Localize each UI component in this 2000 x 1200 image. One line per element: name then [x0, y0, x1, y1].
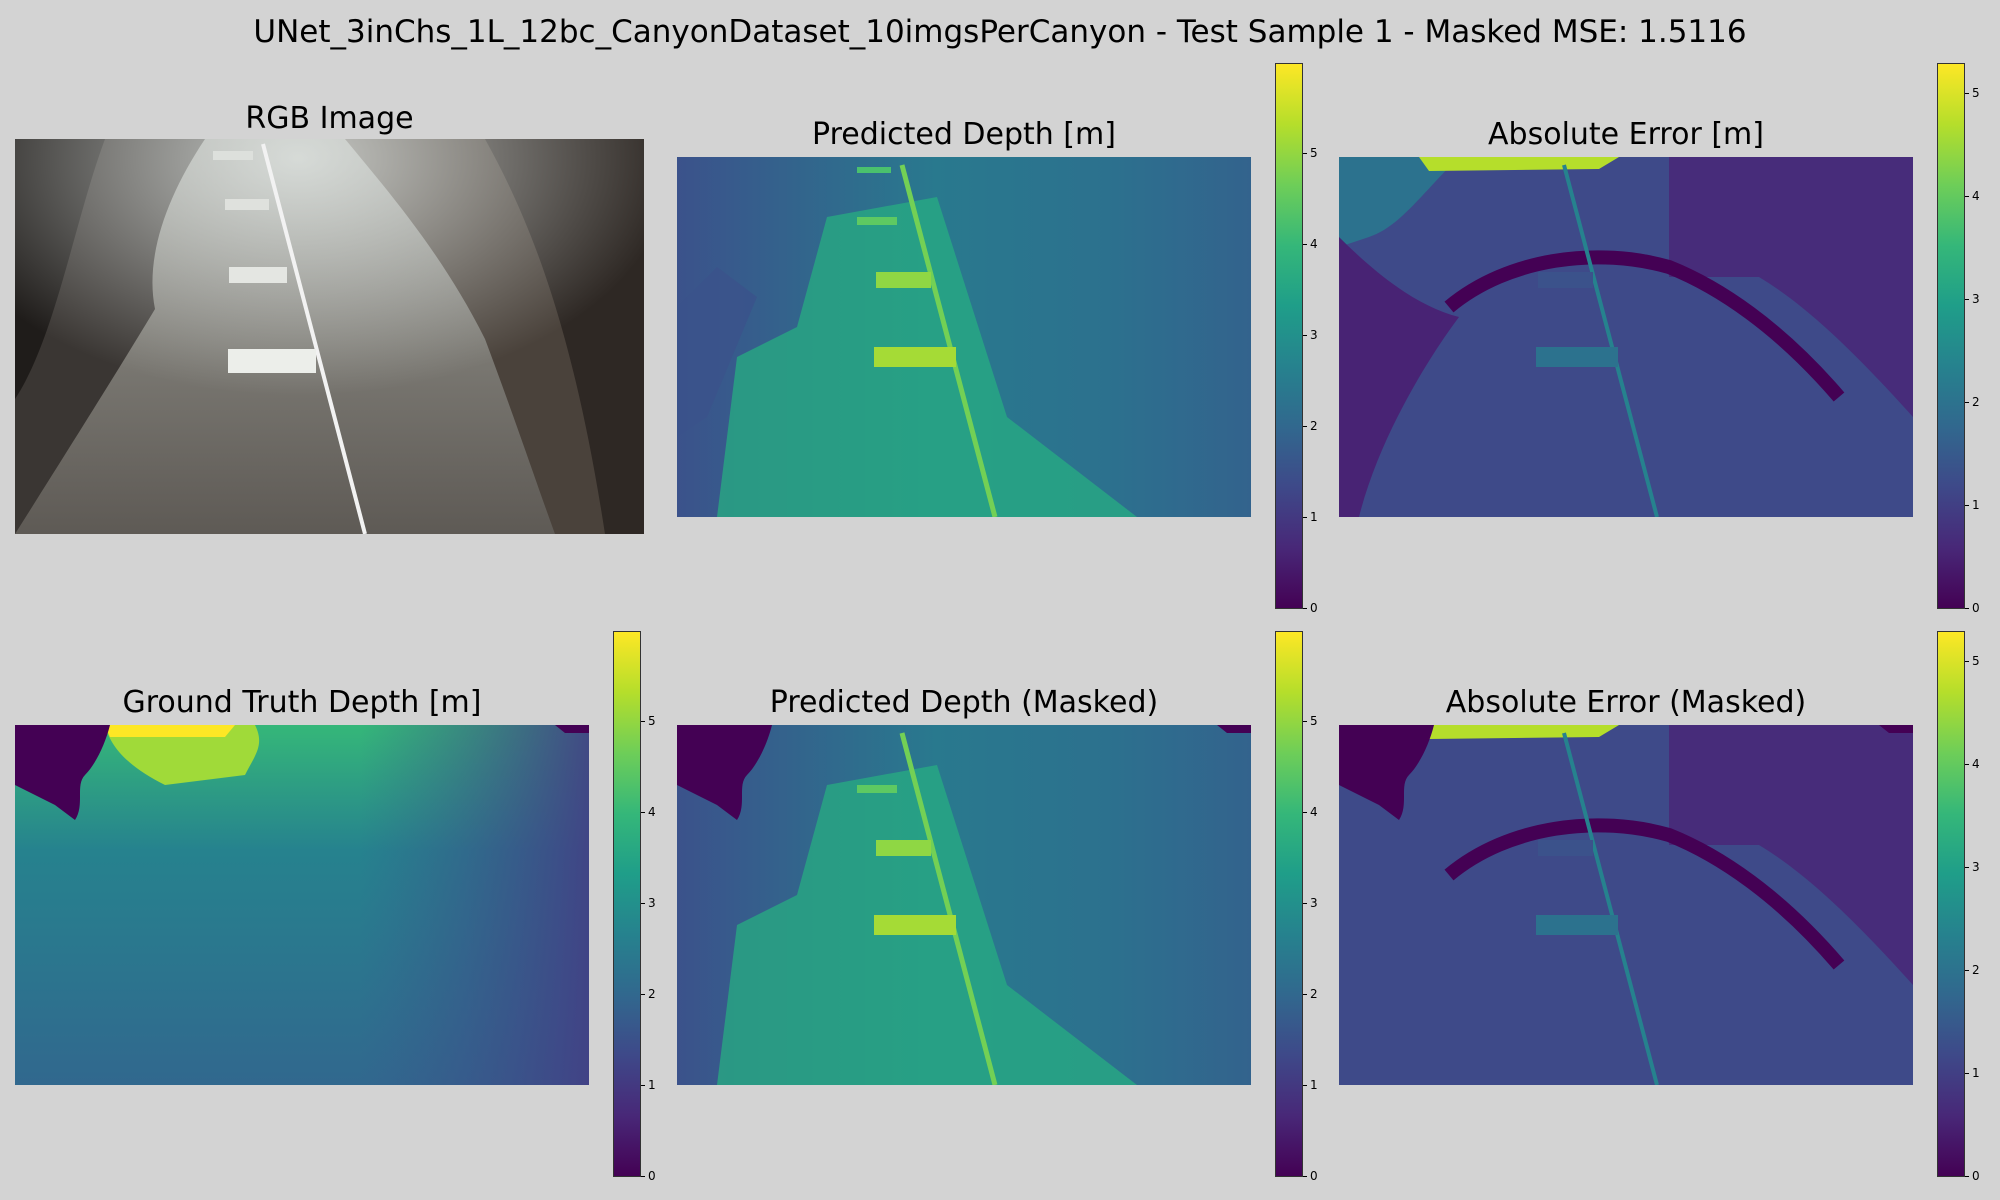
- colorbar-tick-label: 1: [1303, 1078, 1318, 1092]
- colorbar-tick-label: 2: [641, 987, 656, 1001]
- colorbar-tick-label: 3: [1303, 328, 1318, 342]
- colorbar-tick-label: 4: [641, 805, 656, 819]
- colorbar-tick-label: 2: [1303, 419, 1318, 433]
- err-masked-heatmap: [1339, 725, 1913, 1085]
- colorbar-tick-label: 2: [1965, 962, 1980, 977]
- colorbar-tick-label: 2: [1965, 394, 1980, 409]
- err-colorbar: [1937, 63, 1965, 609]
- colorbar-tick-label: 0: [641, 1169, 656, 1183]
- gt-colorbar: [613, 631, 641, 1177]
- colorbar-tick-label: 5: [1965, 653, 1980, 668]
- colorbar-tick-label: 5: [641, 714, 656, 728]
- colorbar-tick-label: 1: [1303, 510, 1318, 524]
- pred-heatmap: [677, 157, 1251, 517]
- colorbar-tick-label: 4: [1965, 188, 1980, 203]
- colorbar-tick-label: 2: [1303, 987, 1318, 1001]
- colorbar-tick-label: 5: [1303, 714, 1318, 728]
- pred-masked-heatmap: [677, 725, 1251, 1085]
- colorbar-tick-label: 4: [1303, 237, 1318, 251]
- colorbar-tick-label: 4: [1965, 756, 1980, 771]
- colorbar-tick-label: 5: [1303, 146, 1318, 160]
- colorbar-tick-label: 1: [1965, 1065, 1980, 1080]
- rgb-image: [15, 139, 644, 534]
- colorbar-tick-label: 3: [1965, 291, 1980, 306]
- colorbar-tick-label: 0: [1965, 601, 1980, 615]
- colorbar-tick-label: 3: [1965, 859, 1980, 874]
- pred-title: Predicted Depth [m]: [812, 117, 1116, 152]
- pred-masked-colorbar: [1275, 631, 1303, 1177]
- err-heatmap: [1339, 157, 1913, 517]
- colorbar-tick-label: 1: [641, 1078, 656, 1092]
- pred-colorbar: [1275, 63, 1303, 609]
- err-masked-title: Absolute Error (Masked): [1445, 685, 1807, 720]
- rgb-title: RGB Image: [245, 101, 414, 136]
- err-title: Absolute Error [m]: [1488, 117, 1764, 152]
- colorbar-tick-label: 0: [1965, 1169, 1980, 1183]
- colorbar-tick-label: 3: [641, 896, 656, 910]
- err-masked-colorbar: [1937, 631, 1965, 1177]
- colorbar-tick-label: 5: [1965, 85, 1980, 100]
- gt-title: Ground Truth Depth [m]: [122, 685, 482, 720]
- colorbar-tick-label: 0: [1303, 601, 1318, 615]
- gt-heatmap: [15, 725, 589, 1085]
- colorbar-tick-label: 4: [1303, 805, 1318, 819]
- figure-title: UNet_3inChs_1L_12bc_CanyonDataset_10imgs…: [253, 14, 1747, 50]
- colorbar-tick-label: 1: [1965, 497, 1980, 512]
- pred-masked-title: Predicted Depth (Masked): [769, 685, 1159, 720]
- colorbar-tick-label: 0: [1303, 1169, 1318, 1183]
- colorbar-tick-label: 3: [1303, 896, 1318, 910]
